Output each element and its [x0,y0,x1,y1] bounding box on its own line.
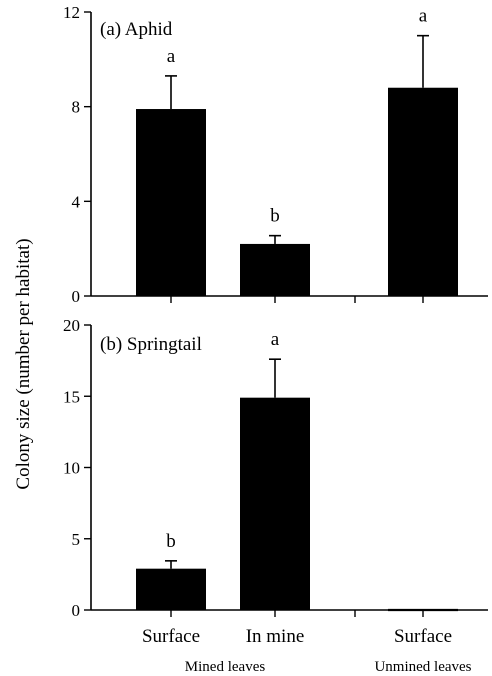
panel-b-significance-letter-1: a [271,329,280,350]
panel-a-significance-letter-0: a [167,46,176,67]
panel-a-y-tick-label: 4 [72,192,81,211]
panel-b-label: (b) Springtail [100,334,202,355]
panel-a-bar-0 [136,109,206,297]
panel-b-y-tick-label: 5 [72,530,81,549]
panel-a-significance-letter-2: a [419,6,428,27]
panel-a-y-tick-label: 8 [72,98,81,117]
panel-b-y-tick-label: 0 [72,601,81,620]
panel-b-significance-letter-0: b [166,531,176,552]
panel-b-y-tick-label: 20 [63,316,80,335]
panel-b-bar-1 [240,397,310,610]
panel-a-bars: a b a [136,6,458,297]
panel-a-bar-2 [388,87,458,296]
x-tick-label-surface-unmined: Surface [394,626,452,647]
panel-b-y-tick-label: 10 [63,459,80,478]
panel-a-label: (a) Aphid [100,19,173,40]
panel-b-y-tick-label: 15 [63,387,80,406]
y-axis-label: Colony size (number per habitat) [13,238,34,489]
x-tick-label-in-mine: In mine [246,626,305,647]
panel-b-bar-0 [136,568,206,610]
panel-a-significance-letter-1: b [270,206,280,227]
panel-a-bar-1 [240,243,310,296]
x-tick-label-surface-mined: Surface [142,626,200,647]
panel-aphid: 0 4 8 12 a b a (a) Aphid [63,3,488,306]
group-label-mined-leaves: Mined leaves [185,659,266,675]
panel-b-bars: ba [136,329,458,612]
panel-a-y-tick-label: 0 [72,287,81,306]
panel-a-y-tick-label: 12 [63,3,80,22]
group-label-unmined-leaves: Unmined leaves [374,659,471,675]
